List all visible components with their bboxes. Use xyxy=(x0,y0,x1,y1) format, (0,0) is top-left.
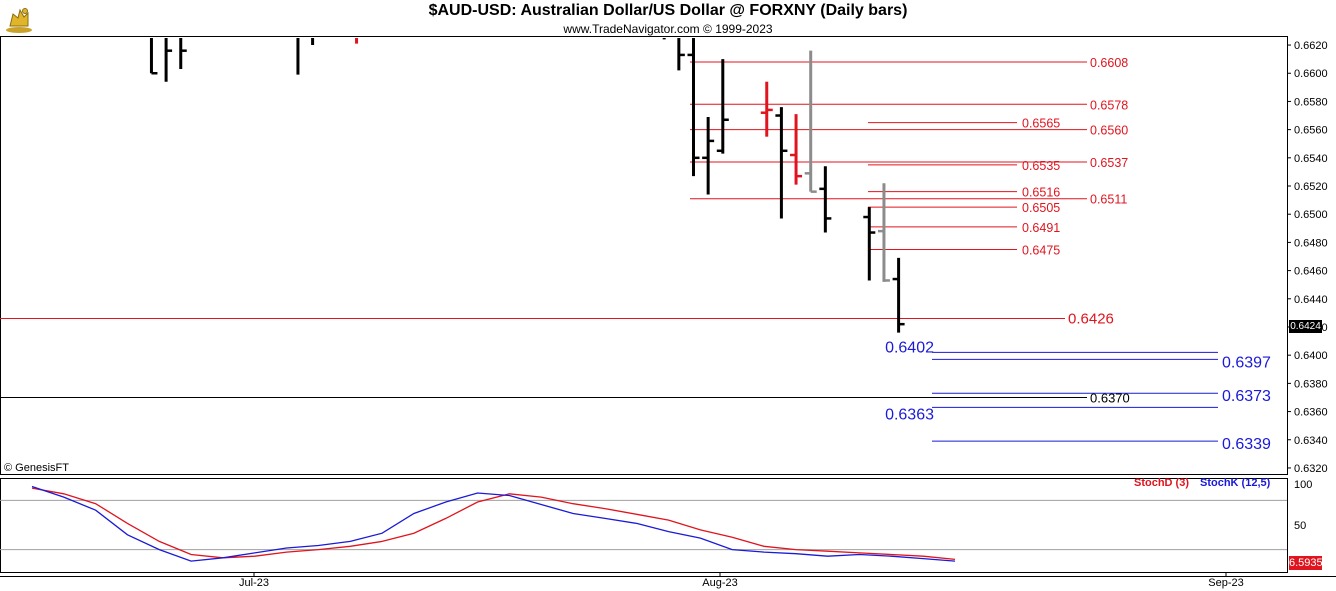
chart-title: $AUD-USD: Australian Dollar/US Dollar @ … xyxy=(428,2,908,19)
ohlc-bar xyxy=(149,38,158,75)
ohlc-bar xyxy=(687,38,700,177)
ohlc-bar xyxy=(179,38,187,70)
level-label: 0.6560 xyxy=(1090,124,1128,138)
level-lines: 0.6608 0.6578 0.6560 0.6537 0.6511 0.6565 0.65… xyxy=(0,56,1271,453)
level-label: 0.6373 xyxy=(1222,388,1271,405)
date-tick-label: Jul-23 xyxy=(239,577,269,589)
ohlc-bar xyxy=(863,207,876,281)
stochastic-panel-border xyxy=(0,478,1288,573)
level-label: 0.6505 xyxy=(1022,201,1060,215)
level-label: 0.6608 xyxy=(1090,56,1128,70)
ohlc-bar xyxy=(804,50,817,193)
stochastic-panel: 100 50 xyxy=(0,479,1312,562)
level-label: 0.6535 xyxy=(1022,159,1060,173)
price-tick-label: 0.6440 xyxy=(1294,294,1328,306)
level-label: 0.6402 xyxy=(885,339,934,356)
ohlc-bar xyxy=(877,183,890,282)
ohlc-bar xyxy=(892,257,905,333)
price-tick-label: 0.6400 xyxy=(1294,350,1328,362)
stochastic-last-tag: 6.5935 xyxy=(1289,556,1323,570)
ohlc-bar xyxy=(819,166,832,233)
stochastic-tick-label: 100 xyxy=(1294,479,1312,491)
date-axis: Jul-23 Aug-23 Sep-23 xyxy=(239,572,1244,589)
price-panel-border xyxy=(0,36,1288,475)
ohlc-bar xyxy=(760,81,773,137)
price-tick-label: 0.6620 xyxy=(1294,40,1328,52)
level-label: 0.6491 xyxy=(1022,221,1060,235)
chart-frame xyxy=(0,36,1336,577)
ohlc-bar xyxy=(775,107,788,219)
price-tick-label: 0.6500 xyxy=(1294,209,1328,221)
price-tick-label: 0.6460 xyxy=(1294,266,1328,278)
date-tick-label: Sep-23 xyxy=(1208,577,1243,589)
level-label: 0.6516 xyxy=(1022,186,1060,200)
level-label: 0.6397 xyxy=(1222,354,1271,371)
stochastic-series-line xyxy=(31,487,956,561)
level-label: 0.6565 xyxy=(1022,117,1060,131)
level-label: 0.6370 xyxy=(1090,390,1130,405)
ohlc-bar xyxy=(677,38,685,71)
ohlc-bar xyxy=(662,38,666,40)
price-tick-label: 0.6380 xyxy=(1294,378,1328,390)
price-tick-label: 0.6600 xyxy=(1294,68,1328,80)
ohlc-bar xyxy=(702,116,715,195)
ohlc-bar xyxy=(790,114,803,185)
price-tick-label: 0.6320 xyxy=(1294,463,1328,475)
ohlc-bar xyxy=(355,38,359,44)
price-tick-label: 0.6340 xyxy=(1294,435,1328,447)
stochastic-tick-label: 50 xyxy=(1294,520,1306,532)
price-tick-label: 0.6520 xyxy=(1294,181,1328,193)
stochd-legend: StochD (3) xyxy=(1134,477,1189,489)
price-tick-label: 0.6580 xyxy=(1294,96,1328,108)
date-tick-label: Aug-23 xyxy=(702,577,737,589)
level-label: 0.6339 xyxy=(1222,436,1271,453)
price-tick-label: 0.6540 xyxy=(1294,153,1328,165)
level-label: 0.6578 xyxy=(1090,98,1128,112)
price-bars xyxy=(149,38,905,333)
stochk-legend: StochK (12,5) xyxy=(1200,477,1271,489)
last-price-tag: 0.6424 xyxy=(1289,320,1322,333)
ohlc-bar xyxy=(716,59,729,154)
level-label: 0.6511 xyxy=(1090,193,1127,207)
ohlc-bar xyxy=(164,38,173,82)
level-label: 0.6426 xyxy=(1068,311,1114,328)
chart-subtitle: www.TradeNavigator.com © 1999-2023 xyxy=(563,22,773,36)
price-tick-label: 0.6360 xyxy=(1294,407,1328,419)
level-label: 0.6475 xyxy=(1022,243,1060,257)
data-credit: © GenesisFT xyxy=(4,462,69,474)
ohlc-bar xyxy=(311,38,315,46)
stochastic-series-line xyxy=(31,485,956,562)
gold-bull-logo-icon xyxy=(4,4,34,34)
level-label: 0.6363 xyxy=(885,406,934,423)
ohlc-bar xyxy=(296,38,300,75)
price-axis: 0.6620 0.6600 0.6580 0.6560 0.6540 0.6520 0.65… xyxy=(1287,40,1328,475)
price-tick-label: 0.6560 xyxy=(1294,125,1328,137)
level-label: 0.6537 xyxy=(1090,156,1128,170)
price-tick-label: 0.6480 xyxy=(1294,237,1328,249)
